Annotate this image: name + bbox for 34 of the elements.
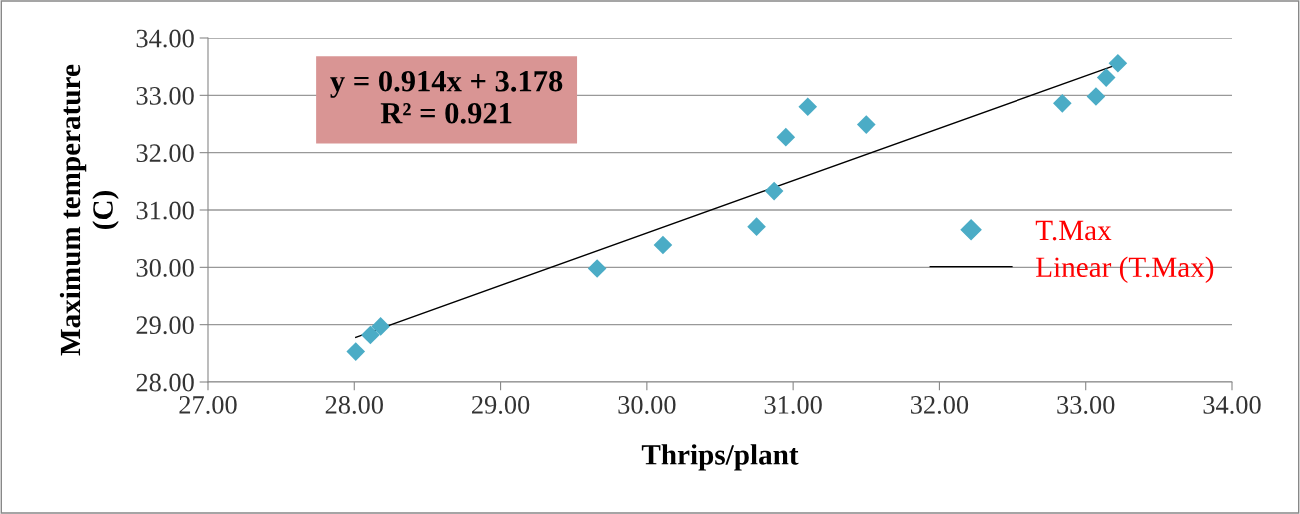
point bbox=[764, 181, 784, 201]
y-tick-label: 31.00 bbox=[136, 201, 194, 220]
legend-label: Linear (T.Max) bbox=[1036, 256, 1214, 284]
point bbox=[798, 97, 818, 117]
x-tick-label: 32.00 bbox=[911, 395, 969, 414]
y-tick-label: 33.00 bbox=[136, 86, 194, 105]
y-tick-label: 34.00 bbox=[136, 29, 194, 48]
y-tick-label: 32.00 bbox=[136, 144, 194, 163]
x-axis-title: Thrips/plant bbox=[641, 444, 799, 471]
annotation: y = 0.914x + 3.178 R² = 0.921 bbox=[330, 70, 563, 124]
point bbox=[346, 342, 366, 361]
point bbox=[653, 235, 673, 255]
x-tick-label: 27.00 bbox=[179, 395, 237, 414]
y-tick-label: 30.00 bbox=[136, 258, 194, 277]
point bbox=[1108, 53, 1128, 73]
x-tick-label: 28.00 bbox=[325, 395, 383, 414]
y-axis-title: Maximum temperature (C) bbox=[59, 64, 119, 356]
point bbox=[371, 317, 390, 336]
point bbox=[587, 259, 607, 278]
x-tick-label: 31.00 bbox=[764, 395, 822, 414]
y-tick-label: 28.00 bbox=[136, 373, 194, 392]
legend-label: T.Max bbox=[1035, 220, 1112, 241]
x-tick-label: 33.00 bbox=[1057, 395, 1115, 414]
y-tick-label: 29.00 bbox=[136, 316, 194, 335]
point bbox=[361, 325, 380, 345]
point bbox=[1086, 87, 1106, 106]
x-tick-label: 30.00 bbox=[618, 395, 676, 414]
point bbox=[856, 115, 876, 134]
x-tick-label: 29.00 bbox=[472, 395, 530, 414]
point bbox=[776, 127, 796, 147]
point bbox=[747, 217, 766, 236]
point bbox=[1052, 94, 1072, 113]
point bbox=[1096, 68, 1116, 87]
x-tick-label: 34.00 bbox=[1203, 395, 1261, 414]
